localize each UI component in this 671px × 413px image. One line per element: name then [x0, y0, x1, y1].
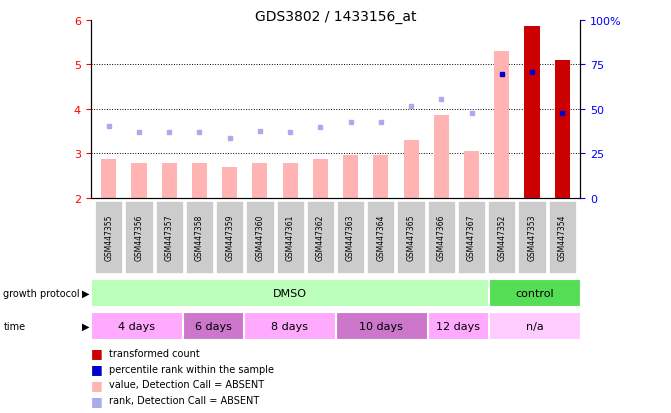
Text: GSM447367: GSM447367: [467, 214, 476, 261]
Text: rank, Detection Call = ABSENT: rank, Detection Call = ABSENT: [109, 395, 260, 405]
Bar: [101, 159, 116, 198]
Text: GSM447365: GSM447365: [407, 214, 415, 261]
FancyBboxPatch shape: [95, 202, 122, 273]
Text: GSM447366: GSM447366: [437, 214, 446, 261]
Text: GSM447355: GSM447355: [104, 214, 113, 261]
Text: ■: ■: [91, 394, 103, 407]
Text: GSM447353: GSM447353: [527, 214, 537, 261]
Text: ■: ■: [91, 347, 103, 360]
Text: 4 days: 4 days: [118, 321, 155, 331]
FancyBboxPatch shape: [428, 313, 488, 339]
Text: ■: ■: [91, 378, 103, 391]
Text: ▶: ▶: [82, 321, 89, 331]
Bar: [433, 116, 449, 198]
FancyBboxPatch shape: [549, 202, 576, 273]
Bar: [252, 164, 268, 198]
FancyBboxPatch shape: [427, 202, 455, 273]
Text: ■: ■: [91, 362, 103, 375]
Text: 10 days: 10 days: [360, 321, 403, 331]
FancyBboxPatch shape: [125, 202, 152, 273]
FancyBboxPatch shape: [246, 202, 274, 273]
Text: GDS3802 / 1433156_at: GDS3802 / 1433156_at: [255, 10, 416, 24]
Text: 12 days: 12 days: [436, 321, 480, 331]
Text: 6 days: 6 days: [195, 321, 231, 331]
Text: value, Detection Call = ABSENT: value, Detection Call = ABSENT: [109, 380, 264, 389]
Bar: [525, 27, 539, 198]
Text: GSM447352: GSM447352: [497, 214, 507, 261]
Text: GSM447361: GSM447361: [286, 214, 295, 261]
Text: GSM447358: GSM447358: [195, 214, 204, 261]
Bar: [373, 156, 389, 198]
FancyBboxPatch shape: [183, 313, 243, 339]
Text: GSM447362: GSM447362: [316, 214, 325, 261]
Text: DMSO: DMSO: [272, 288, 307, 298]
Bar: [192, 164, 207, 198]
Text: n/a: n/a: [525, 321, 544, 331]
Text: growth protocol: growth protocol: [3, 288, 80, 298]
FancyBboxPatch shape: [367, 202, 395, 273]
FancyBboxPatch shape: [156, 202, 183, 273]
Text: GSM447360: GSM447360: [256, 214, 264, 261]
Text: percentile rank within the sample: percentile rank within the sample: [109, 364, 274, 374]
Text: transformed count: transformed count: [109, 348, 200, 358]
FancyBboxPatch shape: [337, 202, 364, 273]
Text: control: control: [515, 288, 554, 298]
Bar: [464, 152, 479, 198]
Bar: [313, 159, 328, 198]
Text: ▶: ▶: [82, 288, 89, 298]
FancyBboxPatch shape: [244, 313, 335, 339]
FancyBboxPatch shape: [488, 202, 515, 273]
FancyBboxPatch shape: [307, 202, 334, 273]
Bar: [132, 164, 146, 198]
Text: GSM447363: GSM447363: [346, 214, 355, 261]
FancyBboxPatch shape: [276, 202, 304, 273]
Text: 8 days: 8 days: [271, 321, 308, 331]
FancyBboxPatch shape: [519, 202, 546, 273]
Text: time: time: [3, 321, 25, 331]
Bar: [343, 156, 358, 198]
FancyBboxPatch shape: [489, 313, 580, 339]
Text: GSM447359: GSM447359: [225, 214, 234, 261]
FancyBboxPatch shape: [458, 202, 485, 273]
FancyBboxPatch shape: [186, 202, 213, 273]
FancyBboxPatch shape: [336, 313, 427, 339]
Bar: [403, 140, 419, 198]
FancyBboxPatch shape: [216, 202, 244, 273]
Bar: [555, 61, 570, 198]
FancyBboxPatch shape: [489, 280, 580, 306]
Text: GSM447357: GSM447357: [164, 214, 174, 261]
Text: GSM447354: GSM447354: [558, 214, 567, 261]
Text: GSM447356: GSM447356: [134, 214, 144, 261]
Text: GSM447364: GSM447364: [376, 214, 385, 261]
Bar: [222, 168, 238, 198]
FancyBboxPatch shape: [91, 280, 488, 306]
Bar: [495, 52, 509, 198]
FancyBboxPatch shape: [397, 202, 425, 273]
Bar: [282, 164, 298, 198]
FancyBboxPatch shape: [91, 313, 182, 339]
Bar: [162, 164, 176, 198]
